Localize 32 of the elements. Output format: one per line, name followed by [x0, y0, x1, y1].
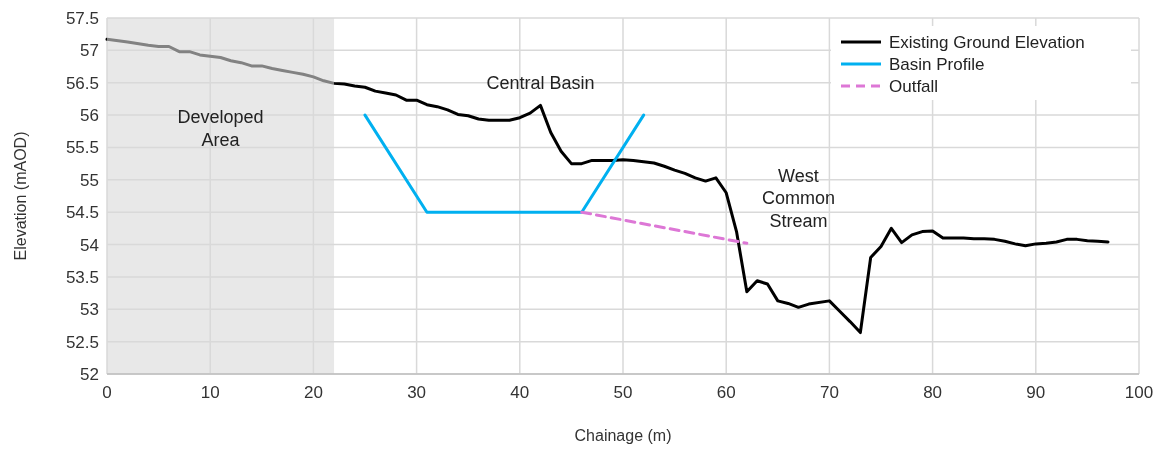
y-tick-label: 56 — [80, 106, 99, 126]
y-tick-label: 57 — [80, 41, 99, 61]
y-tick-label: 52 — [80, 365, 99, 384]
annotation: West Common Stream — [761, 165, 835, 231]
x-tick-label: 40 — [510, 383, 530, 402]
x-tick-label: 50 — [613, 383, 633, 402]
y-tick-label: 53.5 — [65, 267, 99, 287]
x-tick-label: 70 — [819, 383, 839, 402]
band-label: Developed Area — [177, 107, 264, 150]
x-tick-label: 80 — [923, 383, 943, 402]
x-tick-label: 0 — [102, 383, 112, 402]
line-series — [105, 37, 1110, 335]
legend-label: Existing Ground Elevation — [889, 33, 1085, 52]
x-tick-label: 20 — [303, 383, 323, 402]
x-tick-label: 60 — [716, 383, 736, 402]
legend-label: Outfall — [889, 77, 939, 96]
x-tick-label: 10 — [200, 383, 220, 402]
y-tick-label: 54 — [80, 235, 99, 255]
x-tick-label: 30 — [407, 383, 427, 402]
y-tick-label: 52.5 — [65, 332, 99, 352]
y-tick-label: 56.5 — [65, 73, 99, 93]
x-axis-title: Chainage (m) — [574, 427, 672, 444]
x-tick-label: 90 — [1026, 383, 1046, 402]
y-tick-label: 55.5 — [65, 138, 99, 158]
annotation: Central Basin — [486, 73, 595, 94]
y-tick-label: 53 — [80, 300, 99, 320]
y-axis-title: Elevation (mAOD) — [12, 131, 29, 261]
legend-label: Basin Profile — [889, 55, 985, 74]
y-tick-label: 55 — [80, 170, 99, 190]
y-tick-label: 54.5 — [65, 203, 99, 223]
y-tick-label: 57.5 — [65, 9, 99, 28]
x-tick-label: 100 — [1124, 383, 1154, 402]
